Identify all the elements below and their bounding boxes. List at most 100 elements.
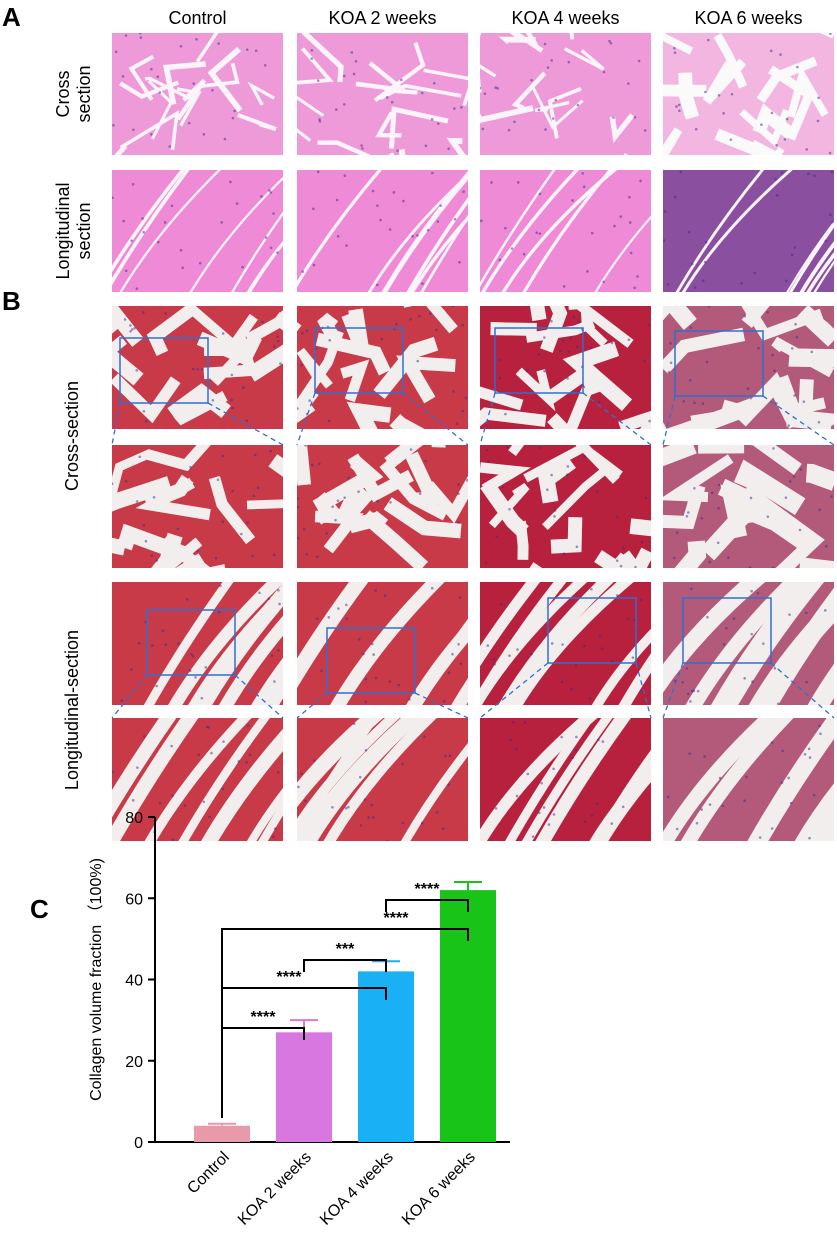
nucleus [270,654,274,657]
nucleus [418,314,421,318]
nucleus [424,144,428,148]
tissue-gap [663,327,746,374]
nucleus [155,559,159,562]
panel-label: C [30,894,49,924]
nucleus [601,740,605,743]
nucleus [276,335,279,338]
nucleus [535,231,539,234]
tissue-gap [315,332,391,376]
tissue [663,170,834,292]
nucleus [717,507,720,510]
nucleus [492,657,496,661]
nucleus [223,137,227,141]
tissue-gap [480,462,532,494]
nucleus [813,174,816,178]
histology-image [297,306,468,429]
tissue-gap [176,87,202,127]
tissue-gap [423,68,468,107]
zoom-guide [479,662,549,719]
nucleus [188,669,192,672]
tissue-gap [411,618,468,705]
nucleus [138,455,142,459]
nucleus [112,482,114,486]
nucleus [643,360,646,363]
zoom-box [146,609,236,676]
nucleus [401,821,405,825]
nucleus [667,370,671,374]
nucleus [666,282,670,286]
nucleus [360,144,363,147]
nucleus [756,591,760,595]
nucleus [588,346,592,350]
nucleus [459,662,463,665]
nucleus [750,589,753,593]
nucleus [276,771,280,774]
nucleus [269,191,273,194]
nucleus [700,516,704,520]
tissue-gap [741,306,824,341]
significance-label: **** [415,881,441,898]
nucleus [458,260,461,264]
nucleus [364,700,368,704]
tissue-gap [297,170,383,288]
nucleus [669,361,673,365]
nucleus [583,644,586,648]
tissue-gap [525,318,596,343]
tissue-gap [714,128,778,155]
nucleus [191,367,195,371]
tissue-gap [426,306,458,334]
significance-bracket [303,959,387,972]
nucleus [615,515,619,519]
tissue-gap [245,313,283,345]
nucleus [372,653,375,656]
nucleus [798,528,802,532]
row-label: Longitudinalsection [53,182,94,279]
nucleus [133,326,136,330]
nucleus [577,320,581,324]
nucleus [647,323,651,327]
nucleus [609,41,613,45]
nucleus [430,586,434,590]
nucleus [457,483,461,486]
nucleus [740,281,743,285]
nucleus [320,669,323,673]
zoom-box [547,597,637,664]
nucleus [164,643,168,646]
nucleus [796,65,799,69]
nucleus [310,48,314,52]
nucleus [430,118,434,121]
nucleus [142,524,146,527]
nucleus [273,680,276,683]
nucleus [824,239,828,243]
nucleus [453,217,457,221]
nucleus [633,286,637,290]
nucleus [219,584,222,588]
nucleus [562,339,565,343]
nucleus [221,520,225,524]
nucleus [748,566,752,568]
nucleus [793,246,796,249]
nucleus [717,93,721,97]
tissue-gap [112,306,144,347]
nucleus [689,326,693,329]
tissue-gap [297,582,369,689]
nucleus [396,149,399,152]
nucleus [163,221,167,224]
nucleus [364,748,368,752]
tissue-gap [663,483,706,530]
tissue-gap [480,582,567,705]
nucleus [805,611,808,615]
tissue-gap [542,466,609,531]
nucleus [300,772,303,775]
nucleus [272,835,275,838]
nucleus [758,836,762,839]
tissue-gap [201,728,283,841]
nucleus [316,617,319,621]
tissue-gap [379,83,462,101]
nucleus [588,697,592,700]
nucleus [260,195,263,198]
nucleus [221,787,225,791]
nucleus [359,824,363,827]
nucleus [179,45,183,48]
nucleus [572,315,576,319]
